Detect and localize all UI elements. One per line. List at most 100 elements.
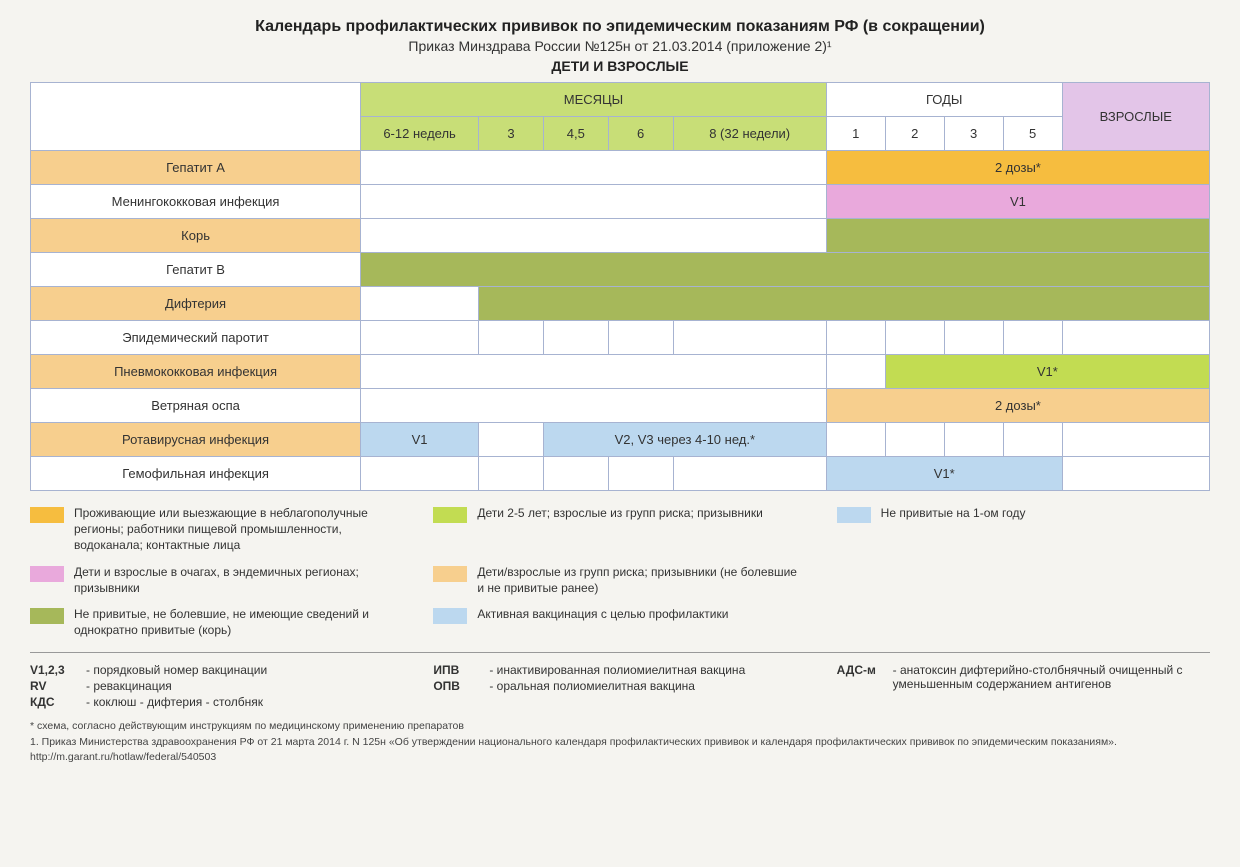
schedule-cell xyxy=(1062,457,1209,491)
vaccination-table: МЕСЯЦЫГОДЫВЗРОСЛЫЕ 6-12 недель 3 4,568 (32 … xyxy=(30,82,1210,491)
footnote-line: 1. Приказ Министерства здравоохранения Р… xyxy=(30,735,1210,763)
footnote-line: * схема, согласно действующим инструкция… xyxy=(30,719,1210,733)
legend-text: Активная вакцинация с целью профилактики xyxy=(477,606,728,622)
abbr-val: - коклюш - дифтерия - столбняк xyxy=(86,695,263,709)
row-label: Гепатит А xyxy=(31,151,361,185)
legend-swatch xyxy=(30,608,64,624)
row-label: Гемофильная инфекция xyxy=(31,457,361,491)
schedule-cell xyxy=(826,423,885,457)
schedule-cell xyxy=(826,321,885,355)
abbr-row: RV - ревакцинация xyxy=(30,679,403,693)
schedule-cell xyxy=(944,321,1003,355)
header-blank xyxy=(31,83,361,151)
subheader: 8 (32 недели) xyxy=(673,117,826,151)
abbr-val: - анатоксин дифтерийно-столбнячный очище… xyxy=(893,663,1210,691)
schedule-cell xyxy=(608,321,673,355)
doc-title: Календарь профилактических прививок по э… xyxy=(30,18,1210,36)
schedule-cell xyxy=(543,457,608,491)
abbr-row: V1,2,3 - порядковый номер вакцинации xyxy=(30,663,403,677)
legend-swatch xyxy=(837,507,871,523)
legend-item: Дети/взрослые из групп риска; призывники… xyxy=(433,564,806,596)
schedule-cell xyxy=(479,287,1210,321)
row-label: Ветряная оспа xyxy=(31,389,361,423)
subheader: 4,5 xyxy=(543,117,608,151)
schedule-cell: V1* xyxy=(885,355,1209,389)
schedule-cell xyxy=(361,185,827,219)
legend-item xyxy=(837,564,1210,596)
header-years: ГОДЫ xyxy=(826,83,1062,117)
schedule-cell xyxy=(608,457,673,491)
row-label: Эпидемический паротит xyxy=(31,321,361,355)
legend-text: Не привитые на 1-ом году xyxy=(881,505,1026,521)
schedule-cell xyxy=(885,423,944,457)
abbr-row: АДС-м - анатоксин дифтерийно-столбнячный … xyxy=(837,663,1210,691)
subheader: 6-12 недель xyxy=(361,117,479,151)
schedule-cell xyxy=(361,219,827,253)
legend: Проживающие или выезжающие в неблагополу… xyxy=(30,505,1210,638)
schedule-cell: V2, V3 через 4-10 нед.* xyxy=(543,423,826,457)
schedule-cell: V1* xyxy=(826,457,1062,491)
schedule-cell xyxy=(479,321,544,355)
legend-text: Проживающие или выезжающие в неблагополу… xyxy=(74,505,403,554)
abbr-key: V1,2,3 xyxy=(30,663,78,677)
legend-text: Дети и взрослые в очагах, в эндемичных р… xyxy=(74,564,403,596)
header-adults: ВЗРОСЛЫЕ xyxy=(1062,83,1209,151)
schedule-cell xyxy=(479,423,544,457)
subheader: 2 xyxy=(885,117,944,151)
legend-item xyxy=(837,606,1210,638)
schedule-cell: 2 дозы* xyxy=(826,151,1209,185)
legend-item: Дети 2-5 лет; взрослые из групп риска; п… xyxy=(433,505,806,554)
legend-swatch xyxy=(30,566,64,582)
row-label: Пневмококковая инфекция xyxy=(31,355,361,389)
schedule-cell xyxy=(826,219,1209,253)
schedule-cell xyxy=(361,355,827,389)
legend-swatch xyxy=(433,566,467,582)
schedule-cell xyxy=(673,321,826,355)
abbr-key: ОПВ xyxy=(433,679,481,693)
abbr-key: КДС xyxy=(30,695,78,709)
schedule-cell: V1 xyxy=(361,423,479,457)
abbr-key: АДС-м xyxy=(837,663,885,691)
schedule-cell xyxy=(479,457,544,491)
schedule-cell xyxy=(361,253,1210,287)
document-header: Календарь профилактических прививок по э… xyxy=(30,18,1210,74)
schedule-cell: V1 xyxy=(826,185,1209,219)
schedule-cell xyxy=(1062,423,1209,457)
legend-item: Активная вакцинация с целью профилактики xyxy=(433,606,806,638)
schedule-cell xyxy=(543,321,608,355)
row-label: Корь xyxy=(31,219,361,253)
schedule-cell xyxy=(944,423,1003,457)
schedule-cell xyxy=(361,389,827,423)
legend-item: Дети и взрослые в очагах, в эндемичных р… xyxy=(30,564,403,596)
abbr-row: ОПВ - оральная полиомиелитная вакцина xyxy=(433,679,806,693)
schedule-cell xyxy=(1062,321,1209,355)
schedule-cell xyxy=(673,457,826,491)
separator xyxy=(30,652,1210,653)
schedule-cell: 2 дозы* xyxy=(826,389,1209,423)
abbr-key: RV xyxy=(30,679,78,693)
legend-item: Не привитые на 1-ом году xyxy=(837,505,1210,554)
row-label: Ротавирусная инфекция xyxy=(31,423,361,457)
abbr-val: - ревакцинация xyxy=(86,679,172,693)
subheader: 5 xyxy=(1003,117,1062,151)
abbr-val: - оральная полиомиелитная вакцина xyxy=(489,679,695,693)
subheader: 1 xyxy=(826,117,885,151)
abbr-row: ИПВ - инактивированная полиомиелитная вак… xyxy=(433,663,806,677)
abbr-key: ИПВ xyxy=(433,663,481,677)
legend-text: Дети/взрослые из групп риска; призывники… xyxy=(477,564,806,596)
abbreviations: V1,2,3 - порядковый номер вакцинации RV - р… xyxy=(30,663,1210,709)
doc-section: ДЕТИ И ВЗРОСЛЫЕ xyxy=(30,58,1210,74)
header-months: МЕСЯЦЫ xyxy=(361,83,827,117)
legend-swatch xyxy=(30,507,64,523)
legend-text: Не привитые, не болевшие, не имеющие све… xyxy=(74,606,403,638)
abbr-val: - инактивированная полиомиелитная вакцин… xyxy=(489,663,745,677)
abbr-row: КДС - коклюш - дифтерия - столбняк xyxy=(30,695,403,709)
schedule-cell xyxy=(1003,423,1062,457)
doc-subtitle: Приказ Минздрава России №125н от 21.03.2… xyxy=(30,38,1210,54)
subheader: 3 xyxy=(944,117,1003,151)
schedule-cell xyxy=(361,151,827,185)
abbr-val: - порядковый номер вакцинации xyxy=(86,663,267,677)
row-label: Дифтерия xyxy=(31,287,361,321)
subheader: 6 xyxy=(608,117,673,151)
row-label: Менингококковая инфекция xyxy=(31,185,361,219)
